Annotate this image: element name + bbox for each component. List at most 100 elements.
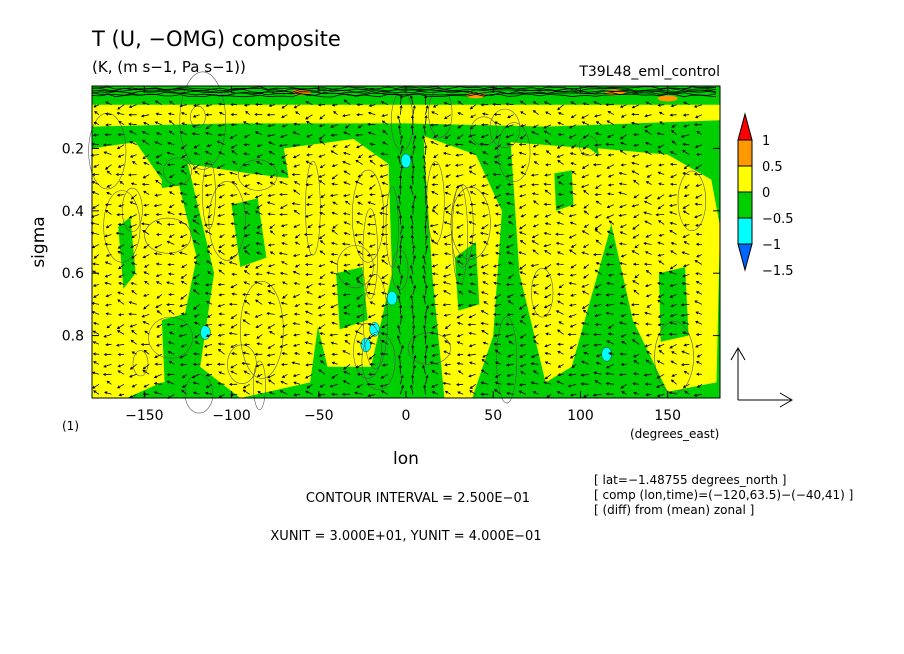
wind-vector: [306, 331, 313, 335]
wind-vector: [431, 383, 439, 388]
wind-vector: [656, 383, 665, 388]
wind-vector: [645, 234, 652, 238]
wind-vector: [430, 343, 439, 348]
wind-vector: [620, 294, 627, 298]
wind-vector: [442, 381, 451, 385]
wind-vector: [556, 251, 564, 255]
wind-vector: [570, 101, 577, 106]
colorbar-label: −1: [762, 238, 781, 253]
wind-vector: [467, 323, 476, 327]
wind-vector: [280, 380, 288, 385]
wind-vector: [169, 174, 175, 179]
wind-vector: [166, 163, 175, 167]
wind-vector: [633, 214, 640, 219]
wind-vector: [369, 341, 376, 345]
wind-vector: [293, 224, 301, 228]
wind-vector: [381, 324, 389, 328]
units-text: XUNIT = 3.000E+01, YUNIT = 4.000E−01: [270, 529, 541, 544]
wind-vector: [543, 130, 552, 136]
wind-vector: [544, 222, 552, 226]
wind-vector: [532, 391, 539, 395]
contour-line: [531, 267, 554, 318]
wind-vector: [596, 174, 602, 178]
wind-vector: [519, 134, 527, 140]
wind-vector: [582, 304, 590, 309]
wind-vector: [518, 231, 527, 235]
wind-vector: [143, 244, 150, 249]
wind-vector: [192, 289, 200, 295]
wind-vector: [631, 250, 640, 255]
wind-vector: [305, 114, 313, 120]
wind-vector: [217, 250, 225, 255]
wind-vector: [192, 219, 200, 225]
wind-vector: [91, 173, 100, 177]
wind-vector: [631, 313, 640, 317]
wind-vector: [410, 294, 414, 305]
wind-vector: [580, 321, 589, 325]
wind-vector: [482, 341, 489, 345]
colorbar-max-triangle: [737, 112, 753, 141]
wind-vector: [203, 223, 213, 227]
wind-vector: [281, 373, 288, 378]
wind-vector: [468, 373, 476, 378]
wind-vector: [131, 234, 137, 239]
wind-vector: [444, 144, 451, 148]
wind-vector: [319, 250, 326, 255]
wind-vector: [594, 114, 602, 118]
colorbar-label: −1.5: [762, 264, 794, 279]
wind-vector: [269, 181, 275, 185]
wind-vector: [400, 134, 404, 145]
wind-vector: [583, 264, 590, 269]
wind-vector: [266, 284, 275, 288]
wind-vector: [354, 391, 363, 395]
wind-vector: [605, 103, 614, 107]
wind-vector: [141, 182, 150, 186]
wind-vector: [128, 113, 137, 117]
wind-vector: [492, 102, 501, 106]
wind-vector: [659, 121, 665, 126]
wind-vector: [291, 361, 300, 365]
wind-vector: [468, 290, 476, 295]
wind-vector: [256, 342, 263, 346]
wind-vector: [103, 334, 112, 338]
wind-vector: [620, 114, 627, 118]
wind-vector: [243, 300, 250, 305]
wind-vector: [683, 370, 690, 375]
colorbar-segment: [737, 139, 753, 167]
wind-vector: [410, 384, 414, 395]
wind-vector: [682, 210, 690, 215]
wind-vector: [279, 271, 288, 275]
wind-vector: [493, 224, 501, 228]
wind-vector: [182, 383, 188, 388]
wind-vector: [480, 264, 489, 269]
wind-vector: [481, 201, 489, 205]
wind-vector: [399, 94, 403, 105]
wind-vector: [367, 314, 376, 318]
wind-vector: [620, 134, 627, 140]
wind-vector: [369, 159, 376, 165]
wind-vector: [266, 353, 275, 357]
wind-vector: [330, 304, 338, 309]
wind-vector: [331, 284, 338, 288]
wind-vector: [607, 153, 614, 157]
wind-vector: [456, 341, 464, 345]
wind-vector: [633, 321, 640, 325]
wind-vector: [544, 343, 552, 348]
wind-vector: [193, 314, 200, 318]
wind-vector: [193, 103, 200, 107]
wind-vector: [293, 312, 300, 316]
wind-vector: [330, 133, 338, 137]
wind-vector: [457, 193, 464, 197]
wind-vector: [381, 363, 388, 367]
colorbar-min-triangle: [737, 243, 753, 272]
wind-vector: [292, 343, 301, 347]
wind-vector: [130, 282, 137, 286]
wind-vector: [695, 291, 703, 295]
wind-vector: [669, 203, 677, 207]
wind-vector: [228, 261, 238, 265]
wind-vector: [682, 113, 690, 117]
wind-vector: [306, 244, 313, 248]
wind-vector: [580, 382, 589, 386]
contour-line: [91, 90, 717, 95]
wind-vector: [568, 124, 577, 129]
